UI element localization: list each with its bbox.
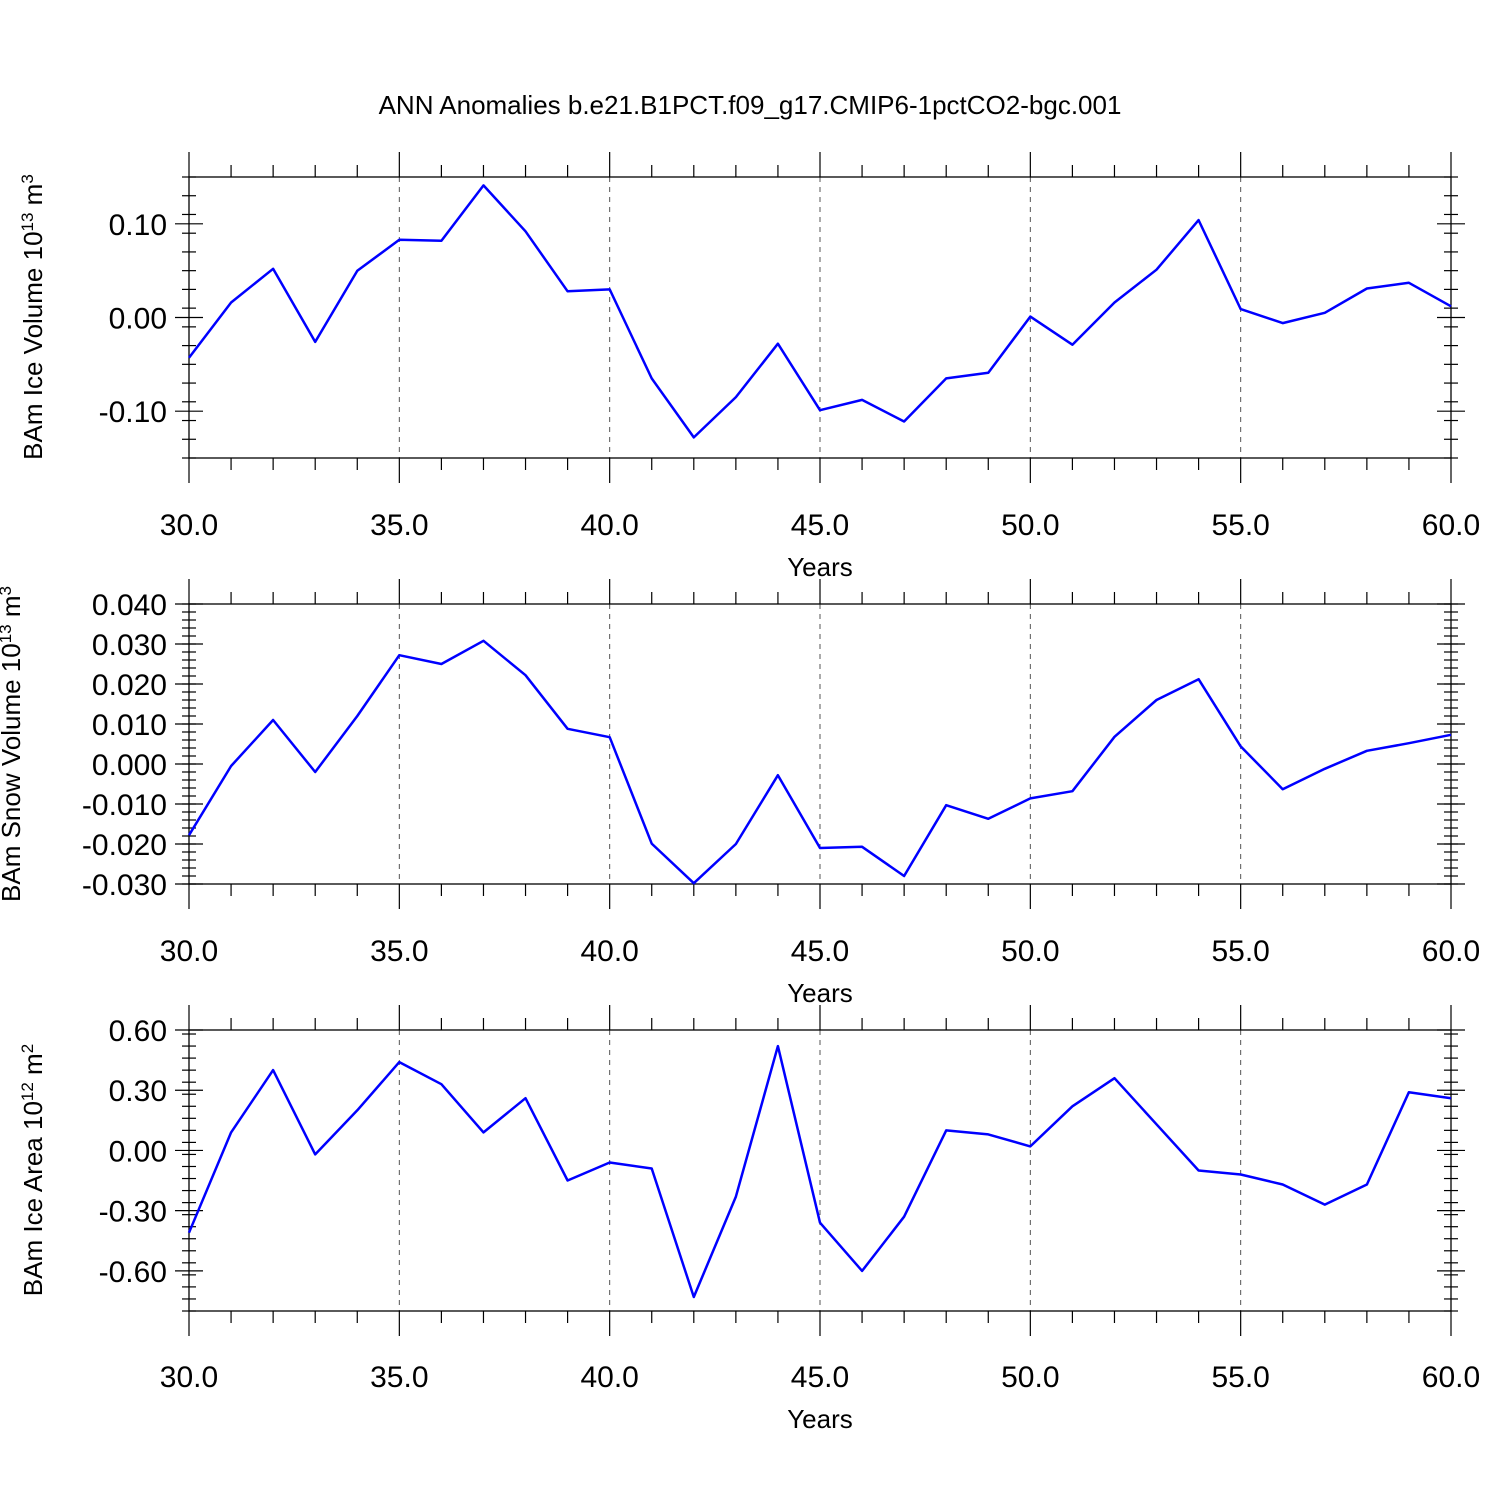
panel-ice-volume-xlabel: Years: [787, 552, 853, 582]
y-tick-label: -0.020: [82, 829, 167, 862]
x-tick-label: 60.0: [1422, 935, 1480, 968]
y-tick-label: 0.040: [92, 589, 167, 622]
ylabel-unit: m: [0, 595, 26, 624]
panel-ice-area-plot: 30.0 35.0 40.0 45.0 50.0 55.0 60.0 -0.60 -0.30 0.…: [99, 1005, 1480, 1394]
x-tick-label: 45.0: [791, 509, 849, 542]
y-tick-label: 0.10: [109, 209, 167, 242]
panel-ice-volume-ylabel: BAm Ice Volume 1013 m3: [18, 174, 49, 460]
x-tick-label: 35.0: [370, 1361, 428, 1394]
series-line: [188, 184, 1452, 439]
y-tick-label: -0.30: [99, 1196, 167, 1229]
panel-ice-area-xlabel: Years: [787, 1404, 853, 1434]
panel-ice-volume-plot: 30.0 35.0 40.0 45.0 50.0 55.0 60.0 -0.10 0.00 0.1…: [99, 152, 1480, 542]
x-tick-label: 30.0: [160, 1361, 218, 1394]
x-tick-label: 50.0: [1001, 935, 1059, 968]
x-tick-label: 60.0: [1422, 509, 1480, 542]
ylabel-text: BAm Snow Volume 10: [0, 643, 26, 902]
x-tick-label: 30.0: [160, 509, 218, 542]
ylabel-exponent: 13: [18, 213, 37, 232]
y-tick-label: -0.010: [82, 789, 167, 822]
x-tick-label: 30.0: [160, 935, 218, 968]
y-tick-label: 0.030: [92, 629, 167, 662]
x-tick-label: 55.0: [1211, 509, 1269, 542]
x-tick-label: 40.0: [580, 509, 638, 542]
series-line: [187, 639, 1452, 885]
x-tick-label: 35.0: [370, 509, 428, 542]
x-tick-label: 40.0: [580, 1361, 638, 1394]
ylabel-exponent: 12: [18, 1082, 37, 1101]
y-tick-label: -0.10: [99, 396, 167, 429]
x-tick-label: 55.0: [1211, 935, 1269, 968]
ylabel-unit: m: [18, 184, 48, 213]
x-tick-label: 45.0: [791, 1361, 849, 1394]
ylabel-unit: m: [18, 1053, 48, 1082]
ylabel-text: BAm Ice Volume 10: [18, 231, 48, 459]
y-tick-label: 0.60: [109, 1015, 167, 1048]
series-line: [187, 1044, 1452, 1299]
x-tick-label: 50.0: [1001, 1361, 1059, 1394]
y-tick-label: 0.30: [109, 1075, 167, 1108]
figure-title: ANN Anomalies b.e21.B1PCT.f09_g17.CMIP6-…: [379, 90, 1122, 120]
panel-snow-volume-plot: 30.0 35.0 40.0 45.0 50.0 55.0 60.0 -0.030 -0.020…: [82, 579, 1480, 968]
panel-ice-area-ylabel: BAm Ice Area 1012 m2: [18, 1044, 49, 1296]
x-tick-label: 55.0: [1211, 1361, 1269, 1394]
ylabel-exponent: 13: [0, 624, 15, 643]
ylabel-unit-exponent: 3: [0, 586, 15, 595]
panel-snow-volume: 30.0 35.0 40.0 45.0 50.0 55.0 60.0 -0.030 -0.020…: [0, 579, 1480, 1008]
x-tick-label: 50.0: [1001, 509, 1059, 542]
y-tick-label: 0.020: [92, 669, 167, 702]
x-tick-label: 45.0: [791, 935, 849, 968]
y-tick-label: 0.00: [109, 303, 167, 336]
panel-snow-volume-xlabel: Years: [787, 978, 853, 1008]
ylabel-unit-exponent: 2: [18, 1044, 37, 1053]
x-tick-label: 60.0: [1422, 1361, 1480, 1394]
y-tick-label: 0.000: [92, 749, 167, 782]
y-tick-label: -0.030: [82, 869, 167, 902]
y-tick-label: 0.00: [109, 1135, 167, 1168]
panel-ice-area: 30.0 35.0 40.0 45.0 50.0 55.0 60.0 -0.60 -0.30 0.…: [18, 1005, 1480, 1434]
y-tick-label: -0.60: [99, 1256, 167, 1289]
ylabel-text: BAm Ice Area 10: [18, 1101, 48, 1296]
y-tick-label: 0.010: [92, 709, 167, 742]
panel-snow-volume-ylabel: BAm Snow Volume 1013 m3: [0, 586, 26, 902]
ylabel-unit-exponent: 3: [18, 174, 37, 183]
panel-ice-volume: 30.0 35.0 40.0 45.0 50.0 55.0 60.0 -0.10 0.00 0.1…: [18, 152, 1480, 582]
x-tick-label: 40.0: [580, 935, 638, 968]
x-tick-label: 35.0: [370, 935, 428, 968]
